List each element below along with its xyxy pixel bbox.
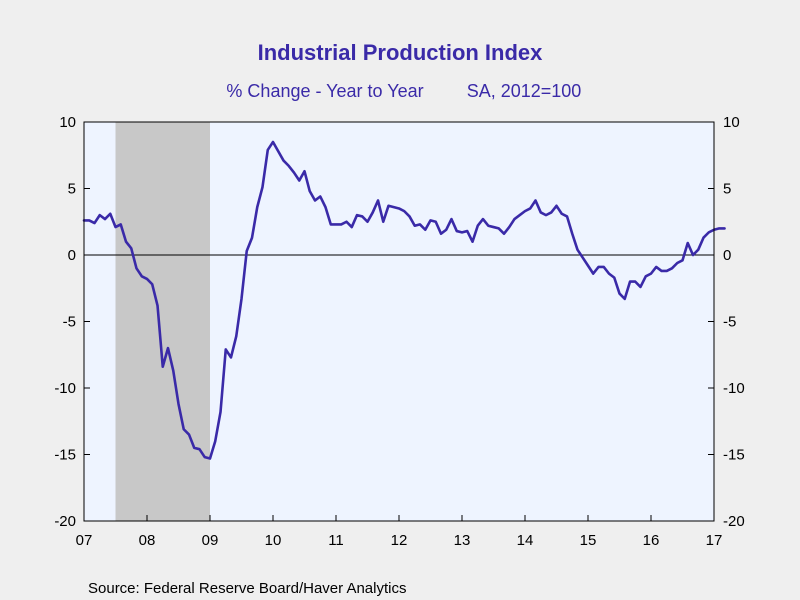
x-tick-label: 14 — [517, 532, 534, 549]
x-tick-label: 17 — [706, 532, 723, 549]
y-tick-label-right: -5 — [723, 314, 736, 331]
y-tick-label-right: -15 — [723, 447, 745, 464]
y-tick-label-right: 10 — [723, 114, 740, 131]
x-tick-label: 15 — [580, 532, 597, 549]
series-line-ip-yoy — [82, 140, 726, 460]
chart-subtitle-right: SA, 2012=100 — [467, 81, 582, 101]
source-note: Source: Federal Reserve Board/Haver Anal… — [88, 580, 406, 597]
y-tick-label-right: -20 — [723, 513, 745, 530]
x-tick-label: 11 — [328, 532, 344, 549]
y-tick-label-left: -20 — [54, 513, 76, 530]
y-tick-label-left: 5 — [68, 181, 76, 198]
y-tick-label-right: 0 — [723, 247, 731, 264]
y-tick-label-left: 0 — [68, 247, 76, 264]
x-axis: 07 08 09 10 11 12 13 14 15 16 17 — [76, 515, 723, 549]
y-tick-label-left: -5 — [63, 314, 76, 331]
recession-shading — [115, 122, 210, 521]
y-tick-label-left: -15 — [54, 447, 76, 464]
x-tick-label: 12 — [391, 532, 408, 549]
x-tick-label: 13 — [454, 532, 471, 549]
y-tick-label-right: 5 — [723, 181, 731, 198]
x-tick-label: 07 — [76, 532, 93, 549]
y-axis-right: 10 5 0 -5 -10 -15 -20 — [708, 114, 745, 530]
x-tick-label: 10 — [265, 532, 282, 549]
y-tick-label-right: -10 — [723, 380, 745, 397]
chart-title: Industrial Production Index — [258, 40, 544, 65]
x-tick-label: 09 — [202, 532, 219, 549]
y-tick-label-left: 10 — [59, 114, 76, 131]
y-tick-label-left: -10 — [54, 380, 76, 397]
x-tick-label: 16 — [643, 532, 660, 549]
y-axis-left: 10 5 0 -5 -10 -15 -20 — [54, 114, 90, 530]
chart-subtitle-left: % Change - Year to Year — [226, 81, 423, 101]
x-tick-label: 08 — [139, 532, 156, 549]
